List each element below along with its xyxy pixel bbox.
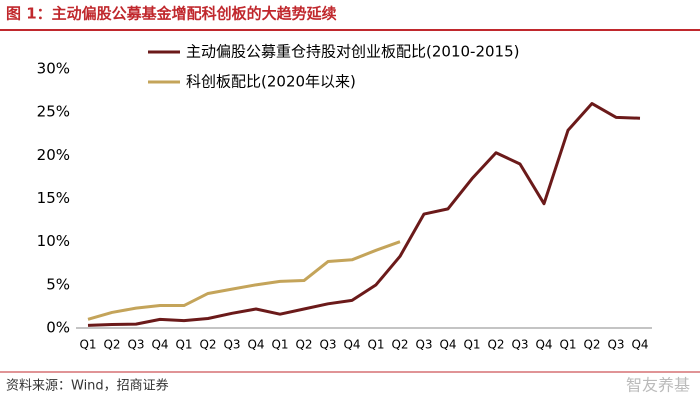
x-tick-label: Q2 [103,338,120,352]
y-tick-label: 10% [37,232,70,250]
x-tick-label: Q3 [223,338,240,352]
x-tick-label: Q4 [439,338,456,352]
x-tick-label: Q2 [487,338,504,352]
x-tick-label: Q3 [319,338,336,352]
x-tick-label: Q4 [343,338,360,352]
x-tick-label: Q4 [151,338,168,352]
y-tick-label: 15% [37,189,70,207]
series-line [87,102,641,327]
x-tick-label: Q4 [631,338,648,352]
x-tick-label: Q2 [199,338,216,352]
x-tick-label: Q1 [271,338,288,352]
y-tick-label: 0% [46,319,70,337]
x-tick-label: Q1 [559,338,576,352]
chart-title: 图 1：主动偏股公募基金增配科创板的大趋势延续 [6,5,337,23]
x-tick-label: Q3 [607,338,624,352]
x-tick-label: Q2 [583,338,600,352]
x-tick-label: Q4 [535,338,552,352]
x-tick-label: Q1 [175,338,192,352]
x-tick-label: Q2 [295,338,312,352]
legend-label: 主动偏股公募重仓持股对创业板配比(2010-2015) [186,43,519,61]
x-tick-label: Q1 [79,338,96,352]
source: 资料来源：Wind，招商证券 [6,378,169,394]
y-tick-label: 20% [37,146,70,164]
x-tick-label: Q3 [511,338,528,352]
y-tick-label: 30% [37,60,70,78]
x-tick-label: Q2 [391,338,408,352]
x-tick-label: Q1 [463,338,480,352]
y-tick-label: 5% [46,275,70,293]
y-tick-label: 25% [37,103,70,121]
x-tick-label: Q3 [415,338,432,352]
x-tick-label: Q1 [367,338,384,352]
series-line [87,240,401,321]
legend-label: 科创板配比(2020年以来) [186,73,356,91]
x-tick-label: Q4 [247,338,264,352]
x-tick-label: Q3 [127,338,144,352]
watermark: 智友养基 [626,376,690,395]
